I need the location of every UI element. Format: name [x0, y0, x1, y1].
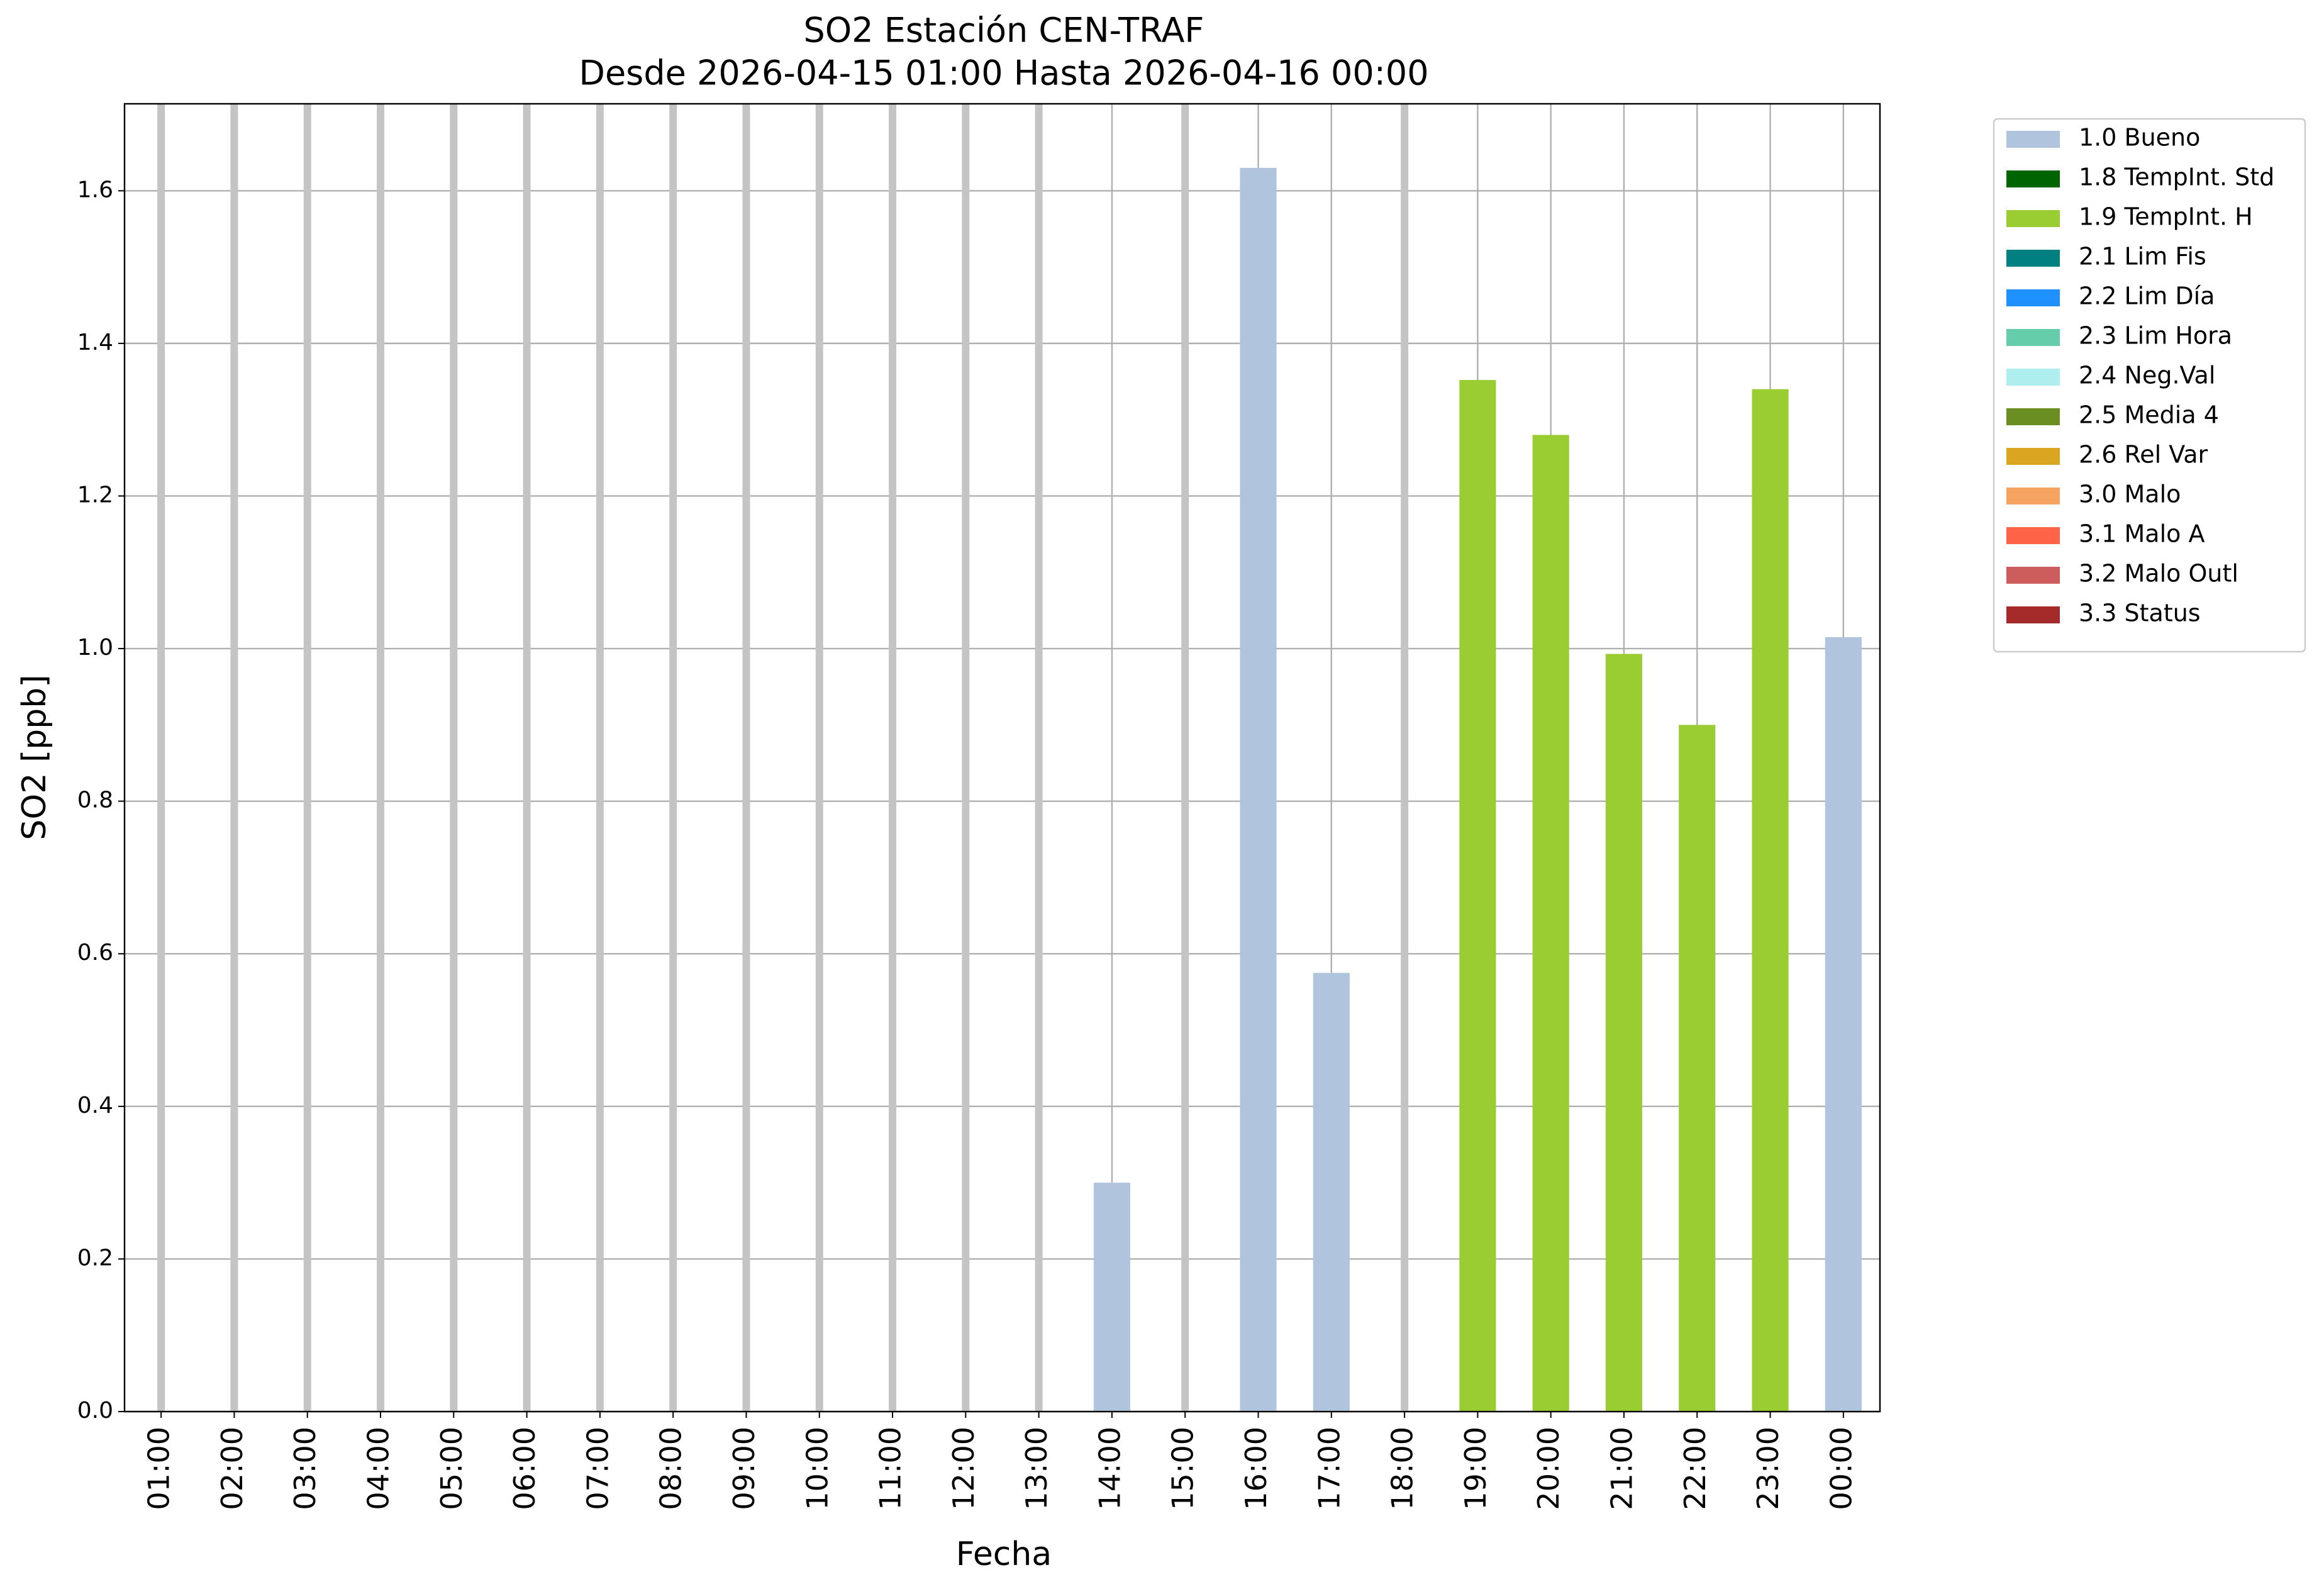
bar [1605, 654, 1643, 1412]
legend-swatch [2006, 369, 2060, 386]
x-tick-label: 15:00 [1166, 1427, 1200, 1510]
legend-swatch [2006, 606, 2060, 623]
x-tick-label: 05:00 [435, 1427, 469, 1510]
x-tick-label: 22:00 [1678, 1427, 1712, 1510]
legend-label: 2.6 Rel Var [2079, 441, 2208, 469]
y-tick-label: 1.6 [77, 177, 113, 203]
x-tick-label: 21:00 [1604, 1427, 1638, 1510]
legend-label: 2.3 Lim Hora [2079, 322, 2232, 350]
legend-swatch [2006, 210, 2060, 227]
y-tick-label: 0.8 [77, 788, 113, 813]
bar [1752, 389, 1789, 1412]
x-axis-label: Fecha [956, 1535, 1052, 1573]
legend-label: 3.2 Malo Outl [2079, 560, 2238, 588]
y-tick-label: 1.2 [77, 482, 113, 508]
legend-swatch [2006, 448, 2060, 465]
x-tick-label: 19:00 [1459, 1427, 1493, 1510]
legend-label: 1.9 TempInt. H [2079, 203, 2253, 231]
legend-label: 2.2 Lim Día [2079, 282, 2215, 310]
x-tick-label: 14:00 [1093, 1427, 1126, 1510]
x-tick-label: 07:00 [581, 1427, 614, 1510]
bar [1679, 725, 1716, 1412]
bar [1240, 167, 1277, 1412]
legend-swatch [2006, 488, 2060, 504]
x-tick-label: 08:00 [654, 1427, 688, 1510]
x-tick-label: 04:00 [362, 1427, 396, 1510]
x-tick-label: 12:00 [947, 1427, 981, 1510]
legend-label: 1.8 TempInt. Std [2079, 164, 2274, 191]
y-axis-label: SO2 [ppb] [16, 674, 53, 840]
x-tick-label: 17:00 [1312, 1427, 1346, 1510]
x-tick-label: 13:00 [1020, 1427, 1054, 1510]
x-tick-label: 00:00 [1824, 1427, 1858, 1510]
y-tick-label: 0.4 [77, 1093, 113, 1118]
y-tick-label: 0.0 [77, 1398, 113, 1424]
y-tick-label: 1.0 [77, 635, 113, 660]
legend-swatch [2006, 170, 2060, 187]
x-tick-label: 10:00 [800, 1427, 834, 1510]
chart-subtitle: Desde 2026-04-15 01:00 Hasta 2026-04-16 … [579, 53, 1428, 93]
bar [1825, 637, 1862, 1412]
legend-swatch [2006, 289, 2060, 306]
x-tick-label: 02:00 [215, 1427, 249, 1510]
bar [1459, 380, 1496, 1412]
plot-frame [123, 103, 1881, 1413]
y-tick-label: 0.6 [77, 940, 113, 966]
legend-box [1993, 118, 2306, 653]
legend-swatch [2006, 329, 2060, 346]
bar [1532, 435, 1569, 1412]
bar [1093, 1183, 1131, 1412]
x-tick-label: 20:00 [1532, 1427, 1565, 1510]
x-tick-label: 09:00 [727, 1427, 761, 1510]
x-tick-label: 11:00 [874, 1427, 908, 1510]
legend-label: 2.5 Media 4 [2079, 401, 2219, 429]
legend-label: 3.0 Malo [2079, 481, 2181, 508]
legend-swatch [2006, 567, 2060, 584]
legend-swatch [2006, 131, 2060, 148]
legend-label: 2.1 Lim Fis [2079, 243, 2206, 270]
x-tick-label: 18:00 [1386, 1427, 1420, 1510]
bar [1313, 973, 1350, 1412]
legend-label: 3.1 Malo A [2079, 520, 2204, 548]
x-tick-label: 01:00 [142, 1427, 176, 1510]
chart-title: SO2 Estación CEN-TRAF [803, 11, 1204, 50]
x-tick-label: 06:00 [508, 1427, 542, 1510]
y-tick-label: 0.2 [77, 1245, 113, 1271]
legend-swatch [2006, 408, 2060, 425]
x-tick-label: 16:00 [1239, 1427, 1273, 1510]
legend-label: 1.0 Bueno [2079, 124, 2200, 152]
legend-swatch [2006, 250, 2060, 267]
legend-label: 3.3 Status [2079, 599, 2201, 627]
legend-label: 2.4 Neg.Val [2079, 362, 2215, 389]
y-tick-label: 1.4 [77, 330, 113, 355]
x-tick-label: 23:00 [1751, 1427, 1785, 1510]
legend-swatch [2006, 527, 2060, 544]
x-tick-label: 03:00 [288, 1427, 322, 1510]
